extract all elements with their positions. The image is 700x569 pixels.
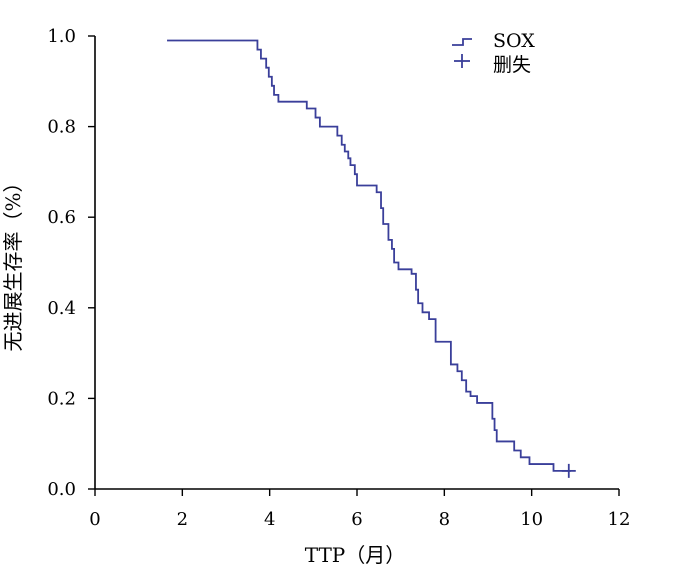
- x-tick-label: 2: [177, 509, 188, 530]
- y-tick-label: 0.8: [47, 117, 76, 138]
- legend: SOX 删失: [452, 30, 535, 76]
- x-tick-label: 4: [264, 509, 275, 530]
- legend-sox-marker: [452, 38, 472, 46]
- axes: [94, 36, 619, 490]
- legend-censor-label: 删失: [493, 54, 531, 76]
- legend-sox-label: SOX: [493, 30, 535, 52]
- x-tick-label: 0: [89, 509, 100, 530]
- x-tick-label: 12: [608, 509, 631, 530]
- y-axis-title: 无进展生存率（%）: [1, 172, 25, 351]
- y-tick-label: 0.0: [47, 479, 76, 500]
- x-axis-title: TTP（月）: [305, 543, 406, 567]
- censor-mark: [561, 463, 576, 478]
- x-tick-label: 8: [439, 509, 450, 530]
- plot-area: [167, 39, 576, 478]
- y-tick-label: 1.0: [47, 26, 76, 47]
- sox-survival-step-line: [167, 39, 571, 472]
- ticks: 0 2 4 6 8 10 12 0.0 0.2 0.4 0.6 0.8 1.0: [47, 26, 630, 530]
- y-tick-label: 0.6: [47, 207, 76, 228]
- y-tick-label: 0.2: [47, 388, 76, 409]
- x-tick-label: 10: [520, 509, 543, 530]
- y-tick-label: 0.4: [47, 298, 76, 319]
- x-tick-label: 6: [351, 509, 362, 530]
